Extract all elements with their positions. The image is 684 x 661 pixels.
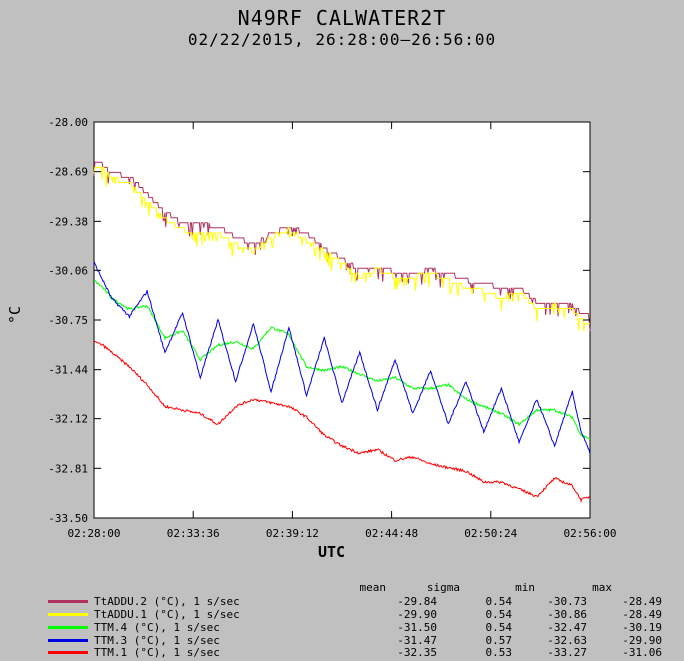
legend-mean: -31.47 [397,634,437,647]
legend-header-max: max [592,581,612,594]
legend-max: -28.49 [622,595,662,608]
chart-title: N49RF CALWATER2T [237,6,447,30]
legend-min: -32.63 [547,634,587,647]
legend-min: -30.73 [547,595,587,608]
x-tick-label: 02:56:00 [564,527,617,540]
legend-swatch [48,613,88,616]
legend-min: -33.27 [547,646,587,659]
series-line [93,166,590,332]
x-axis-label: UTC [318,543,346,561]
x-tick-label: 02:39:12 [266,527,319,540]
series-line [93,161,591,332]
x-tick-label: 02:50:24 [464,527,517,540]
legend-mean: -29.90 [397,608,437,621]
x-tick-label: 02:44:48 [365,527,418,540]
x-tick-label: 02:28:00 [68,527,121,540]
series-line [93,261,591,455]
legend-entry: TtADDU.2 (°C), 1 s/sec -29.84 0.54 -30.7… [48,595,662,608]
y-tick-label: -30.06 [48,264,88,277]
legend-entry: TTM.4 (°C), 1 s/sec -31.50 0.54 -32.47 -… [48,621,662,634]
legend-max: -29.90 [622,634,662,647]
chart-subtitle: 02/22/2015, 26:28:00–26:56:00 [187,30,497,49]
series-line [93,279,591,440]
legend-max: -31.06 [622,646,662,659]
legend-label: TtADDU.1 (°C), 1 s/sec [94,608,240,621]
legend-entry: TTM.3 (°C), 1 s/sec -31.47 0.57 -32.63 -… [48,634,662,647]
legend-sigma: 0.54 [485,621,513,634]
legend-entry: TtADDU.1 (°C), 1 s/sec -29.90 0.54 -30.8… [48,608,662,621]
legend-swatch [48,626,88,629]
legend-label: TTM.1 (°C), 1 s/sec [94,646,220,659]
legend-mean: -29.84 [397,595,437,608]
y-tick-label: -30.75 [48,314,88,327]
series-line [93,340,591,503]
legend-label: TTM.3 (°C), 1 s/sec [94,634,220,647]
legend-header-min: min [515,581,535,594]
legend-max: -30.19 [622,621,662,634]
legend-sigma: 0.54 [485,595,513,608]
y-tick-label: -32.81 [48,462,88,475]
legend-swatch [48,651,88,654]
legend-header-sigma: sigma [426,581,460,594]
legend-swatch [48,600,88,603]
y-tick-label: -32.12 [48,413,88,426]
y-tick-label: -29.38 [48,215,88,228]
y-tick-label: -28.69 [48,166,88,179]
x-tick-label: 02:33:36 [167,527,220,540]
legend-sigma: 0.54 [485,608,513,621]
y-tick-label: -33.50 [48,512,88,525]
legend-mean: -32.35 [397,646,437,659]
legend-min: -30.86 [547,608,587,621]
plot-area [93,121,591,519]
legend-label: TtADDU.2 (°C), 1 s/sec [94,595,240,608]
legend-mean: -31.50 [397,621,437,634]
y-tick-label: -28.00 [48,116,88,129]
legend-swatch [48,639,88,642]
legend-min: -32.47 [547,621,587,634]
y-axis-label: °C [6,305,25,325]
y-tick-label: -31.44 [48,364,88,377]
legend-label: TTM.4 (°C), 1 s/sec [94,621,220,634]
legend-sigma: 0.57 [485,634,513,647]
legend-sigma: 0.53 [485,646,513,659]
legend-entry: TTM.1 (°C), 1 s/sec -32.35 0.53 -33.27 -… [48,646,662,659]
legend-header-mean: mean [359,581,387,594]
legend-max: -28.49 [622,608,662,621]
